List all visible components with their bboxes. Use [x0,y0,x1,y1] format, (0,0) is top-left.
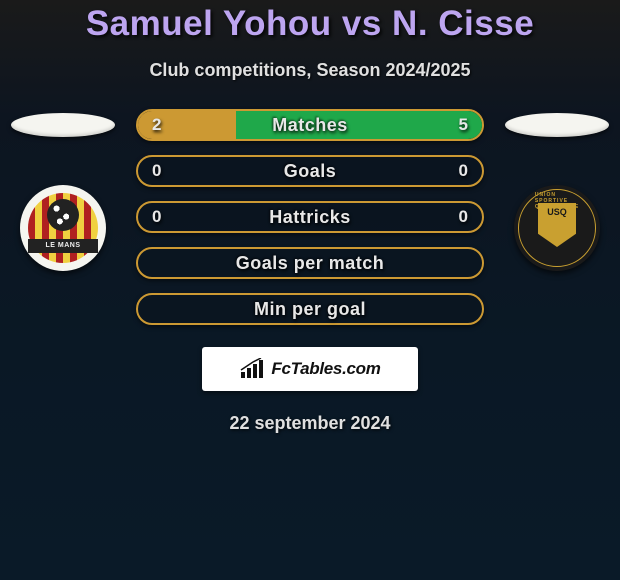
stat-bar: Goals per match [136,247,484,279]
footer-logo-badge[interactable]: FcTables.com [202,347,418,391]
content-wrapper: Samuel Yohou vs N. Cisse Club competitio… [0,0,620,434]
right-player-photo-placeholder [505,113,609,137]
left-player-column: LE MANS [8,109,118,271]
stat-bar: 2 5 Matches [136,109,484,141]
stat-bar: 0 0 Hattricks [136,201,484,233]
left-player-photo-placeholder [11,113,115,137]
stat-bar: 0 0 Goals [136,155,484,187]
stat-value-left: 0 [152,161,161,181]
stat-label: Matches [272,115,348,136]
right-team-badge: UNION SPORTIVE QUEVILLAISE USQ [514,185,600,271]
stat-label: Min per goal [254,299,366,320]
left-team-badge: LE MANS [20,185,106,271]
right-team-badge-wrap: UNION SPORTIVE QUEVILLAISE USQ [507,185,607,271]
stat-label: Hattricks [269,207,351,228]
stat-value-right: 0 [459,161,468,181]
soccer-ball-icon [47,199,79,231]
stat-value-left: 2 [152,115,161,135]
stat-bars-column: 2 5 Matches 0 0 Goals 0 0 Hattricks Goals per mat… [136,109,484,325]
left-team-badge-wrap: LE MANS [13,185,113,271]
bar-chart-icon [239,358,267,380]
lemans-strip-text: LE MANS [28,239,98,253]
usq-shield-text: USQ [538,203,576,217]
footer-logo-text: FcTables.com [271,359,380,379]
stat-bar: Min per goal [136,293,484,325]
stat-value-right: 0 [459,207,468,227]
stat-label: Goals per match [236,253,385,274]
main-row: LE MANS 2 5 Matches 0 0 Goals 0 0 Hattricks Goals… [0,109,620,325]
stat-value-right: 5 [459,115,468,135]
page-title: Samuel Yohou vs N. Cisse [0,4,620,44]
right-player-column: UNION SPORTIVE QUEVILLAISE USQ [502,109,612,271]
stat-label: Goals [284,161,337,182]
date-text: 22 september 2024 [0,413,620,434]
page-subtitle: Club competitions, Season 2024/2025 [0,60,620,81]
lemans-stripes: LE MANS [28,193,98,263]
stat-value-left: 0 [152,207,161,227]
